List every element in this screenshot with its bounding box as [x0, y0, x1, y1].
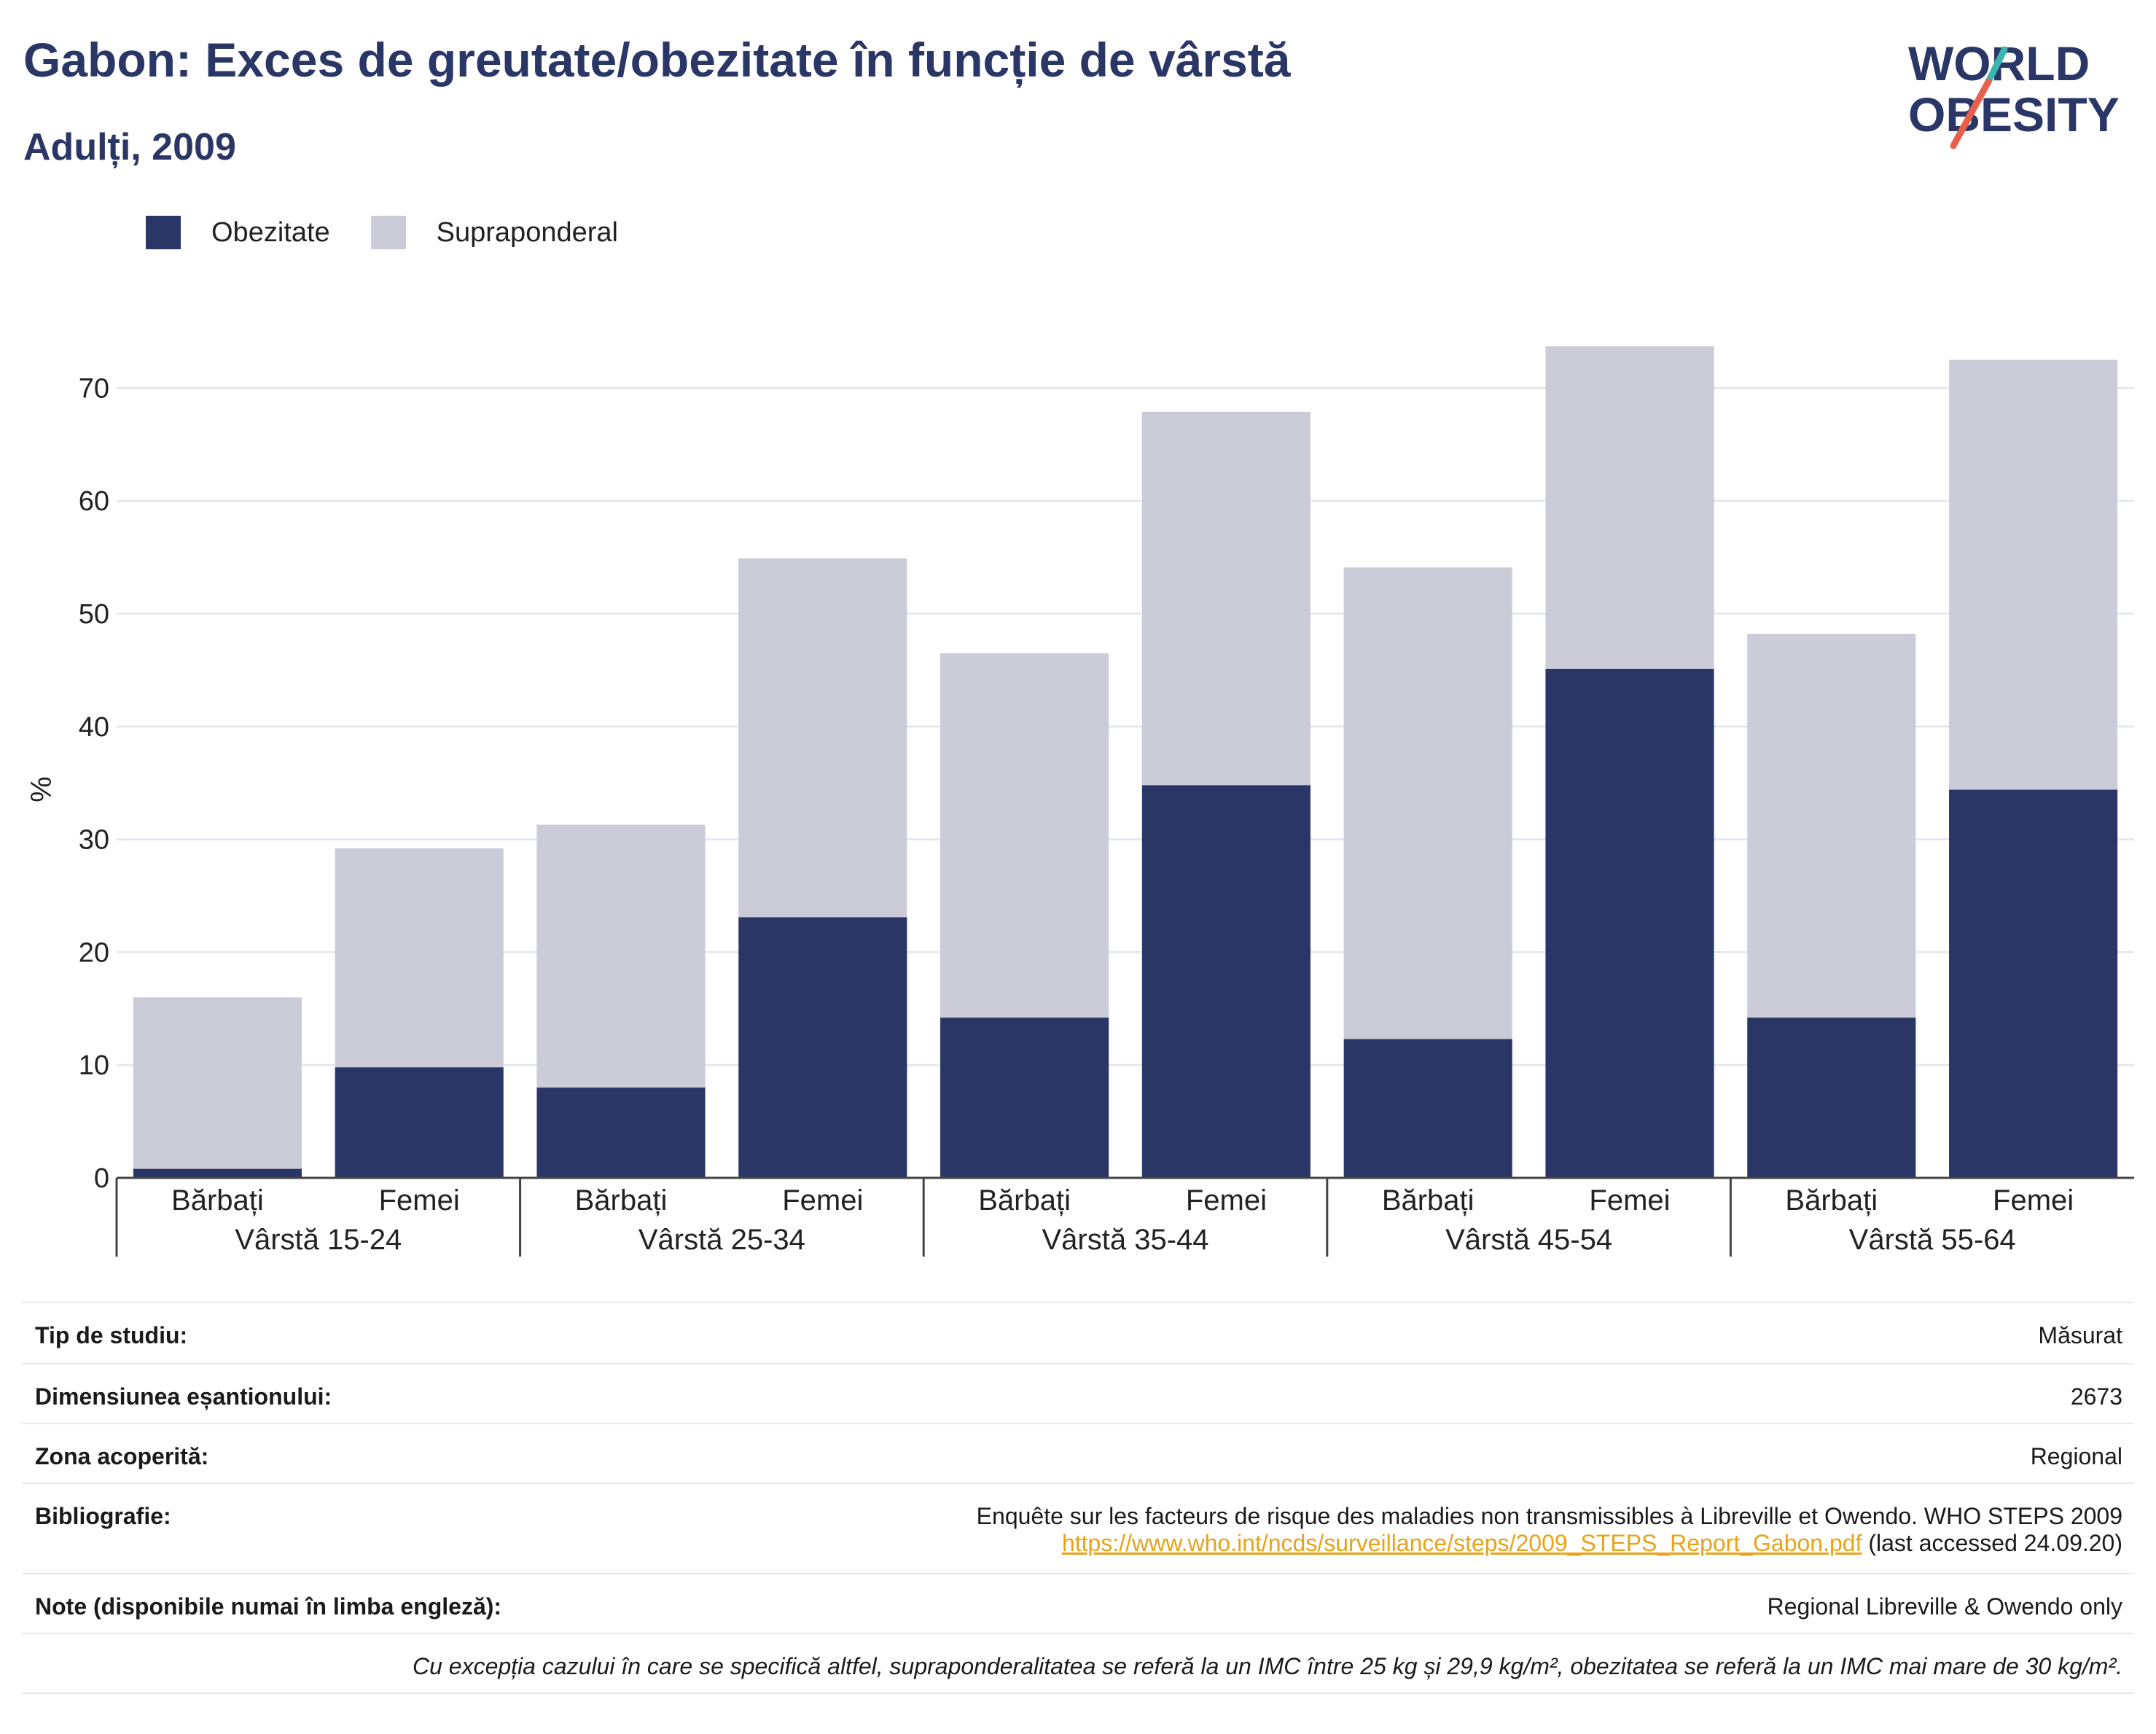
y-tick-label: 60 [79, 486, 109, 517]
bar-overweight [1141, 411, 1311, 786]
legend-swatch-obesity [146, 216, 181, 249]
info-row-area: Zona acoperită: Regional [22, 1423, 2134, 1483]
notes-label: Note (disponibile numai în limba engleză… [35, 1593, 502, 1620]
bar-obesity [738, 917, 907, 1178]
sample-size-value: 2673 [2070, 1383, 2122, 1410]
info-row-notes: Note (disponibile numai în limba engleză… [22, 1573, 2134, 1633]
bar-overweight [738, 558, 907, 918]
page-subtitle: Adulți, 2009 [23, 126, 236, 168]
area-label: Zona acoperită: [35, 1443, 209, 1469]
legend-label-obesity: Obezitate [211, 216, 330, 248]
study-info-table: Tip de studiu: Măsurat Dimensiunea eșant… [22, 1302, 2134, 1694]
group-label: Vârstă 15-24 [235, 1224, 402, 1256]
group-label: Vârstă 25-34 [638, 1224, 805, 1256]
bibliography-text: Enquête sur les facteurs de risque des m… [976, 1503, 2122, 1529]
x-tick-label: Femei [379, 1184, 460, 1216]
group-label: Vârstă 55-64 [1849, 1224, 2016, 1256]
x-tick-label: Femei [1993, 1184, 2074, 1216]
info-row-bibliography: Bibliografie: Enquête sur les facteurs d… [22, 1483, 2134, 1573]
y-axis-label: % [26, 776, 58, 802]
bar-overweight [940, 653, 1109, 1018]
footnote: Cu excepția cazului în care se specifică… [412, 1653, 2122, 1679]
x-tick-label: Femei [1589, 1184, 1670, 1216]
info-row-study-type: Tip de studiu: Măsurat [22, 1302, 2134, 1363]
bar-overweight [1343, 567, 1512, 1039]
bar-obesity [335, 1067, 504, 1178]
world-obesity-logo: WORLD OBESITY [1908, 36, 2120, 149]
bar-overweight [536, 824, 706, 1088]
x-tick-label: Femei [782, 1184, 863, 1216]
notes-value: Regional Libreville & Owendo only [1767, 1593, 2122, 1620]
bar-obesity [133, 1168, 302, 1178]
y-tick-label: 70 [79, 373, 109, 404]
bar-overweight [1747, 633, 1916, 1018]
bar-obesity [536, 1087, 706, 1178]
bibliography-value: Enquête sur les facteurs de risque des m… [977, 1503, 2122, 1557]
group-label: Vârstă 35-44 [1042, 1224, 1208, 1256]
y-tick-label: 30 [79, 825, 109, 856]
page-title: Gabon: Exces de greutate/obezitate în fu… [23, 33, 1291, 87]
logo-slash-top [1985, 46, 2008, 85]
bar-obesity [1949, 789, 2118, 1178]
y-tick-label: 0 [94, 1163, 109, 1194]
legend-item-overweight[interactable]: Supraponderal [370, 216, 618, 249]
bar-obesity [1343, 1039, 1512, 1178]
bar-overweight [133, 997, 302, 1169]
study-type-label: Tip de studiu: [35, 1322, 188, 1348]
legend-item-obesity[interactable]: Obezitate [146, 216, 330, 249]
x-tick-label: Bărbați [1382, 1184, 1475, 1216]
x-tick-label: Bărbați [978, 1184, 1071, 1216]
bar-obesity [1545, 668, 1714, 1178]
y-tick-label: 50 [79, 599, 109, 630]
study-type-value: Măsurat [2038, 1322, 2122, 1348]
legend-label-overweight: Supraponderal [436, 216, 618, 248]
bar-overweight [1949, 359, 2118, 790]
bar-overweight [1545, 346, 1714, 669]
x-tick-label: Femei [1186, 1184, 1267, 1216]
bar-obesity [1747, 1018, 1916, 1178]
x-tick-label: Bărbați [1785, 1184, 1878, 1216]
bar-obesity [940, 1018, 1109, 1178]
x-tick-label: Bărbați [171, 1184, 264, 1216]
legend-swatch-overweight [370, 216, 406, 249]
logo-text-obesity: OBESITY [1908, 87, 2120, 141]
sample-size-label: Dimensiunea eșantionului: [35, 1383, 332, 1410]
y-tick-label: 40 [79, 712, 109, 743]
stacked-bar-chart: 0 10 20 30 40 50 60 70% Bărbați Femei Bărbați Femei… [26, 346, 2134, 1257]
group-label: Vârstă 45-54 [1445, 1224, 1612, 1256]
info-row-sample-size: Dimensiunea eșantionului: 2673 [22, 1363, 2134, 1423]
y-tick-label: 20 [79, 937, 109, 968]
bar-obesity [1141, 785, 1311, 1178]
area-value: Regional [2030, 1443, 2122, 1469]
bibliography-accessed: (last accessed 24.09.20) [1862, 1530, 2122, 1556]
bibliography-link[interactable]: https://www.who.int/ncds/surveillance/st… [1061, 1530, 1862, 1556]
bibliography-label: Bibliografie: [35, 1503, 171, 1529]
y-tick-label: 10 [79, 1050, 109, 1081]
info-row-footnote: Cu excepția cazului în care se specifică… [22, 1633, 2134, 1694]
bar-overweight [335, 848, 504, 1068]
chart-legend: Obezitate Supraponderal [146, 216, 659, 249]
logo-slash-bottom [1950, 78, 1992, 149]
x-tick-label: Bărbați [575, 1184, 668, 1216]
